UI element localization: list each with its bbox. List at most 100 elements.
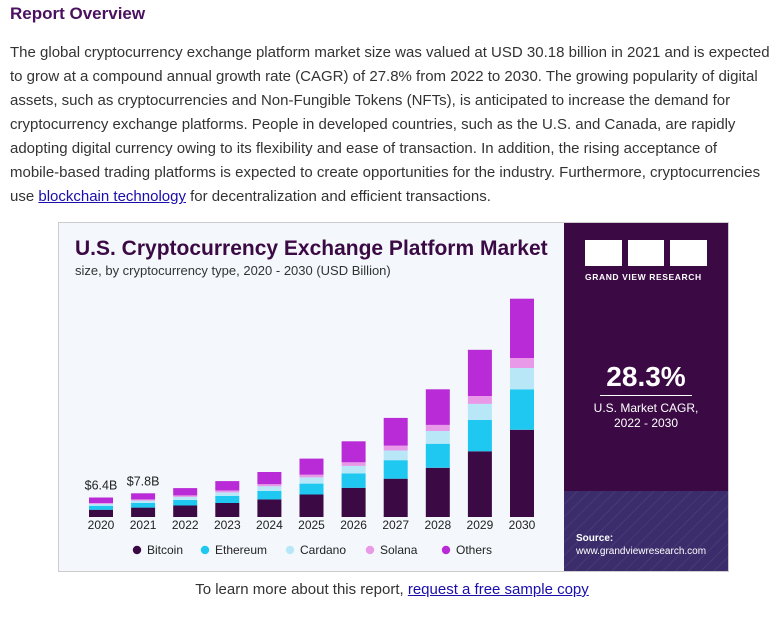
legend-label-cardano: Cardano bbox=[300, 543, 346, 557]
request-sample-link[interactable]: request a free sample copy bbox=[407, 581, 589, 598]
report-heading: Report Overview bbox=[10, 4, 146, 23]
x-tick-label-2023: 2023 bbox=[214, 518, 241, 532]
cagr-label-line1: U.S. Market CAGR, bbox=[593, 401, 699, 415]
chart-subtitle: size, by cryptocurrency type, 2020 - 203… bbox=[75, 263, 391, 278]
cagr-period: 2022 - 2030 bbox=[613, 416, 679, 430]
bar-others-2028 bbox=[425, 389, 450, 425]
bar-solana-2028 bbox=[425, 424, 450, 431]
bar-cardano-2029 bbox=[467, 403, 492, 420]
bar-solana-2025 bbox=[299, 474, 324, 478]
bar-ethereum-2022 bbox=[173, 500, 198, 506]
x-tick-label-2022: 2022 bbox=[172, 518, 199, 532]
bar-ethereum-2026 bbox=[341, 473, 366, 488]
bar-cardano-2028 bbox=[425, 431, 450, 444]
bar-ethereum-2027 bbox=[383, 460, 408, 479]
legend-marker-bitcoin bbox=[132, 545, 142, 555]
bar-others-2026 bbox=[341, 441, 366, 463]
bar-cardano-2025 bbox=[299, 477, 324, 484]
data-label-2020: $6.4B bbox=[85, 479, 118, 493]
bar-others-2021 bbox=[131, 493, 156, 500]
bar-cardano-2023 bbox=[215, 492, 240, 496]
logo-text: GRAND VIEW RESEARCH bbox=[585, 272, 702, 282]
report-paragraph: The global cryptocurrency exchange platf… bbox=[10, 41, 770, 209]
bar-cardano-2020 bbox=[89, 503, 113, 506]
bar-solana-2029 bbox=[467, 396, 492, 404]
data-label-2021: $7.8B bbox=[127, 474, 160, 488]
bar-solana-2030 bbox=[510, 358, 534, 368]
footer-text: To learn more about this report, bbox=[195, 581, 408, 598]
bar-bitcoin-2030 bbox=[510, 429, 534, 517]
x-tick-label-2026: 2026 bbox=[340, 518, 367, 532]
bar-solana-2021 bbox=[131, 499, 156, 501]
source-url: www.grandviewresearch.com bbox=[576, 546, 707, 557]
paragraph-text: The global cryptocurrency exchange platf… bbox=[10, 44, 770, 205]
bar-ethereum-2029 bbox=[467, 420, 492, 452]
bar-bitcoin-2028 bbox=[425, 467, 450, 517]
bar-solana-2020 bbox=[89, 503, 113, 504]
bar-bitcoin-2025 bbox=[299, 494, 324, 517]
x-tick-label-2029: 2029 bbox=[467, 518, 494, 532]
bar-ethereum-2023 bbox=[215, 496, 240, 503]
bar-bitcoin-2022 bbox=[173, 505, 198, 517]
grand-view-research-logo: GRAND VIEW RESEARCH bbox=[585, 240, 708, 282]
bar-others-2022 bbox=[173, 488, 198, 496]
source-note: Source: www.grandviewresearch.com bbox=[576, 532, 706, 558]
source-label: Source: bbox=[576, 533, 614, 544]
bar-cardano-2024 bbox=[257, 486, 282, 491]
bar-bitcoin-2026 bbox=[341, 487, 366, 517]
chart-panel: U.S. Cryptocurrency Exchange Platform Ma… bbox=[59, 223, 564, 571]
legend-marker-cardano bbox=[285, 545, 295, 555]
x-tick-label-2025: 2025 bbox=[298, 518, 325, 532]
legend-label-bitcoin: Bitcoin bbox=[147, 543, 183, 557]
bar-ethereum-2021 bbox=[131, 503, 156, 508]
bar-ethereum-2024 bbox=[257, 490, 282, 500]
bar-cardano-2027 bbox=[383, 450, 408, 461]
blockchain-technology-link[interactable]: blockchain technology bbox=[38, 188, 186, 205]
bar-solana-2026 bbox=[341, 462, 366, 466]
bar-solana-2027 bbox=[383, 445, 408, 451]
bar-others-2025 bbox=[299, 458, 324, 475]
bar-ethereum-2030 bbox=[510, 389, 534, 430]
cagr-label: U.S. Market CAGR, 2022 - 2030 bbox=[564, 401, 728, 431]
bar-solana-2022 bbox=[173, 495, 198, 497]
legend-marker-ethereum bbox=[200, 545, 210, 555]
paragraph-end-text: for decentralization and efficient trans… bbox=[185, 188, 491, 205]
bar-others-2030 bbox=[510, 298, 534, 358]
chart-title: U.S. Cryptocurrency Exchange Platform Ma… bbox=[75, 237, 548, 260]
bar-cardano-2022 bbox=[173, 496, 198, 500]
bar-bitcoin-2029 bbox=[467, 451, 492, 517]
bar-bitcoin-2021 bbox=[131, 507, 156, 517]
bar-cardano-2026 bbox=[341, 465, 366, 474]
bar-bitcoin-2023 bbox=[215, 503, 240, 517]
bar-bitcoin-2027 bbox=[383, 478, 408, 517]
bar-others-2024 bbox=[257, 472, 282, 485]
cagr-divider bbox=[600, 395, 692, 396]
x-tick-label-2021: 2021 bbox=[130, 518, 157, 532]
legend-label-solana: Solana bbox=[380, 543, 418, 557]
x-tick-label-2027: 2027 bbox=[382, 518, 409, 532]
bar-solana-2023 bbox=[215, 490, 240, 493]
cagr-value: 28.3% bbox=[606, 361, 686, 392]
bar-ethereum-2025 bbox=[299, 483, 324, 495]
side-pattern bbox=[564, 491, 728, 571]
bar-bitcoin-2020 bbox=[89, 509, 113, 517]
side-panel: GRAND VIEW RESEARCH 28.3% U.S. Market CA… bbox=[564, 223, 728, 571]
x-tick-label-2030: 2030 bbox=[509, 518, 536, 532]
legend-marker-solana bbox=[365, 545, 375, 555]
bar-others-2027 bbox=[383, 417, 408, 446]
bar-ethereum-2028 bbox=[425, 443, 450, 468]
stacked-bar-chart: 2020 2021 2022 2023 2024 2025 2026 2027 2028 2029… bbox=[85, 298, 536, 557]
footer-cta: To learn more about this report, request… bbox=[0, 581, 784, 598]
bar-others-2029 bbox=[467, 349, 492, 396]
bar-cardano-2030 bbox=[510, 368, 534, 390]
legend-marker-others bbox=[441, 545, 451, 555]
bar-solana-2024 bbox=[257, 484, 282, 487]
bar-bitcoin-2024 bbox=[257, 499, 282, 517]
x-tick-label-2024: 2024 bbox=[256, 518, 283, 532]
bar-ethereum-2020 bbox=[89, 505, 113, 510]
legend-label-others: Others bbox=[456, 543, 492, 557]
legend-label-ethereum: Ethereum bbox=[215, 543, 267, 557]
market-infographic: U.S. Cryptocurrency Exchange Platform Ma… bbox=[58, 222, 729, 572]
bar-others-2020 bbox=[89, 497, 113, 503]
bar-cardano-2021 bbox=[131, 500, 156, 503]
